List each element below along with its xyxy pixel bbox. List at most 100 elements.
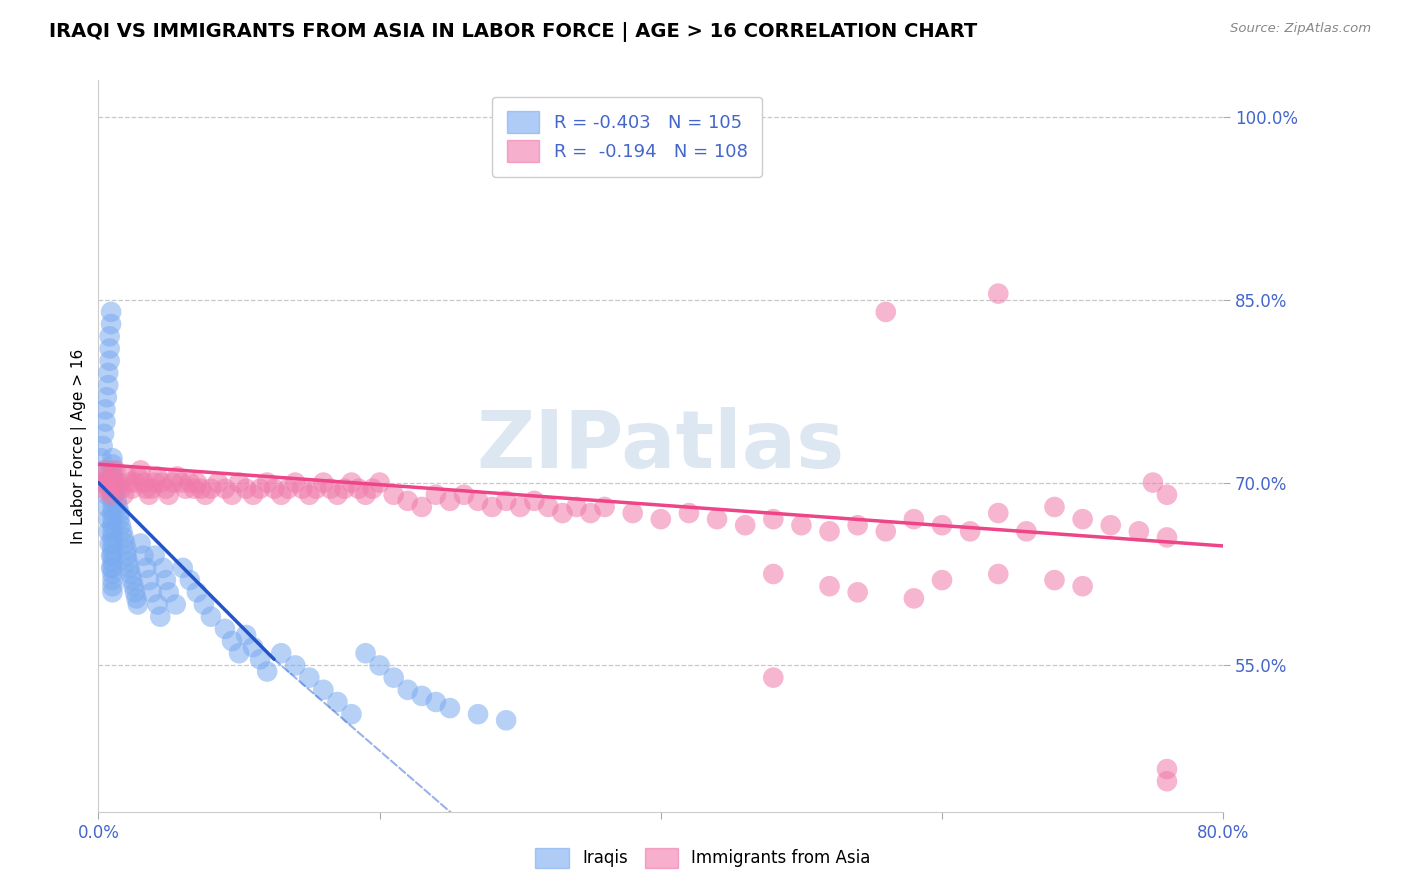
Point <box>91 439 114 453</box>
Point <box>157 488 180 502</box>
Point <box>931 573 953 587</box>
Point <box>101 482 124 496</box>
Point <box>425 695 447 709</box>
Point <box>100 549 122 563</box>
Point <box>165 598 187 612</box>
Point <box>146 469 169 483</box>
Point <box>214 482 236 496</box>
Point <box>141 585 163 599</box>
Point <box>186 585 208 599</box>
Point <box>143 475 166 490</box>
Point <box>100 305 122 319</box>
Point <box>875 524 897 539</box>
Point <box>101 573 124 587</box>
Point <box>200 609 222 624</box>
Point <box>112 530 135 544</box>
Point <box>340 475 363 490</box>
Point <box>256 475 278 490</box>
Point <box>1156 488 1178 502</box>
Point <box>291 482 314 496</box>
Point <box>1099 518 1122 533</box>
Point <box>155 573 177 587</box>
Point <box>112 488 135 502</box>
Point <box>121 573 143 587</box>
Point <box>235 628 257 642</box>
Point <box>100 317 122 331</box>
Point <box>706 512 728 526</box>
Point <box>91 475 114 490</box>
Point <box>1156 774 1178 789</box>
Point <box>94 402 117 417</box>
Point <box>170 475 193 490</box>
Point <box>138 488 160 502</box>
Point <box>354 488 377 502</box>
Point <box>101 494 124 508</box>
Point <box>98 329 121 343</box>
Point <box>425 488 447 502</box>
Point <box>150 475 173 490</box>
Point <box>100 488 122 502</box>
Point <box>1071 512 1094 526</box>
Point <box>183 482 205 496</box>
Point <box>263 482 285 496</box>
Point <box>174 482 197 496</box>
Point <box>100 561 122 575</box>
Point <box>132 549 155 563</box>
Point <box>214 622 236 636</box>
Point <box>326 488 349 502</box>
Point <box>481 500 503 514</box>
Point <box>242 640 264 655</box>
Point <box>101 585 124 599</box>
Point <box>97 475 120 490</box>
Point <box>97 524 120 539</box>
Point <box>298 671 321 685</box>
Point <box>152 561 174 575</box>
Point <box>368 658 391 673</box>
Point <box>194 488 217 502</box>
Point <box>94 463 117 477</box>
Point <box>115 542 138 557</box>
Point <box>312 682 335 697</box>
Text: IRAQI VS IMMIGRANTS FROM ASIA IN LABOR FORCE | AGE > 16 CORRELATION CHART: IRAQI VS IMMIGRANTS FROM ASIA IN LABOR F… <box>49 22 977 42</box>
Point <box>118 561 141 575</box>
Text: ZIPatlas: ZIPatlas <box>477 407 845 485</box>
Legend: Iraqis, Immigrants from Asia: Iraqis, Immigrants from Asia <box>529 841 877 875</box>
Point <box>101 488 124 502</box>
Text: Source: ZipAtlas.com: Source: ZipAtlas.com <box>1230 22 1371 36</box>
Point <box>361 482 384 496</box>
Point <box>117 555 139 569</box>
Point <box>101 567 124 582</box>
Point <box>108 512 131 526</box>
Point <box>411 500 433 514</box>
Point <box>101 469 124 483</box>
Point <box>340 707 363 722</box>
Point <box>298 488 321 502</box>
Point <box>1015 524 1038 539</box>
Point <box>125 591 148 606</box>
Point <box>93 426 115 441</box>
Point <box>98 353 121 368</box>
Point <box>97 378 120 392</box>
Point <box>90 451 112 466</box>
Point <box>101 500 124 514</box>
Point <box>987 286 1010 301</box>
Point <box>678 506 700 520</box>
Point <box>96 488 118 502</box>
Y-axis label: In Labor Force | Age > 16: In Labor Force | Age > 16 <box>72 349 87 543</box>
Point <box>124 475 146 490</box>
Point <box>143 549 166 563</box>
Point <box>523 494 546 508</box>
Point <box>382 671 405 685</box>
Point <box>132 475 155 490</box>
Point <box>98 342 121 356</box>
Point <box>94 415 117 429</box>
Point <box>127 598 149 612</box>
Point <box>141 482 163 496</box>
Point <box>846 585 869 599</box>
Point <box>96 500 118 514</box>
Point <box>114 536 136 550</box>
Point <box>312 475 335 490</box>
Point <box>157 585 180 599</box>
Point <box>93 463 115 477</box>
Point <box>101 530 124 544</box>
